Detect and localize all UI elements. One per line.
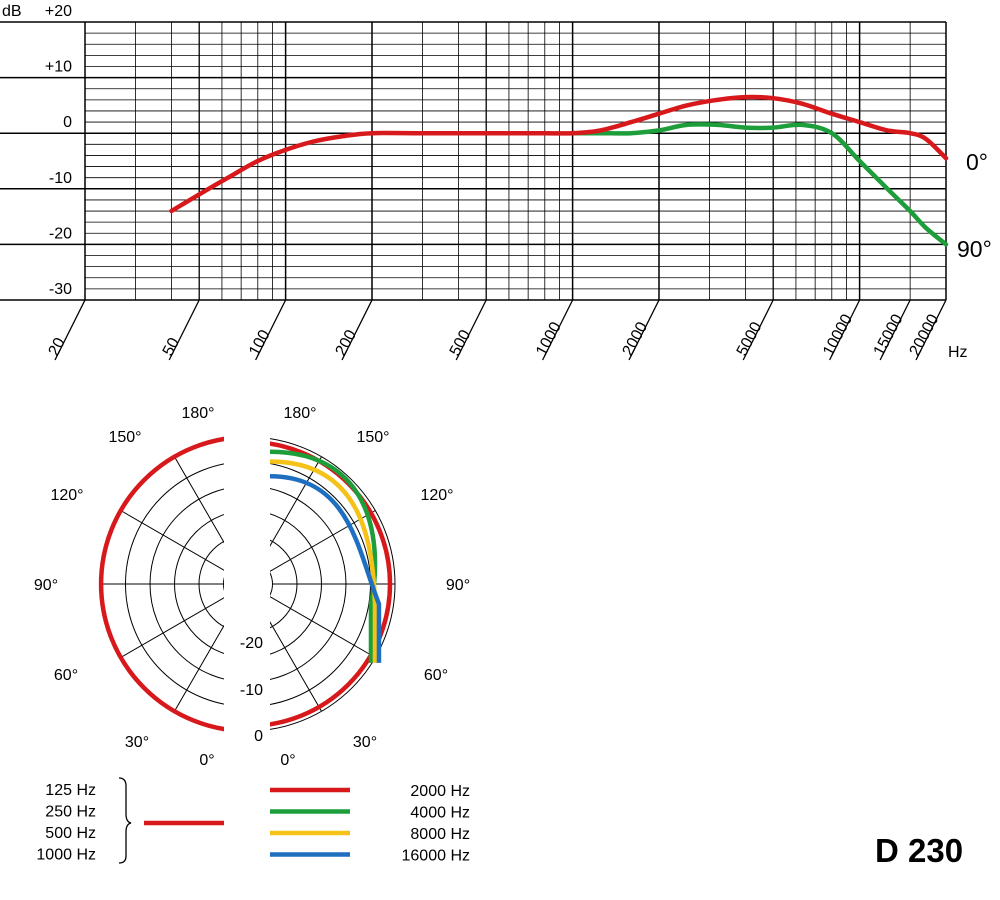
x-tick-label: 2000 [620,319,652,358]
frequency-response-x-labels: 20 50 100 200 500 1000 2000 5000 10000 15000 20000… [46,299,968,361]
x-tick-label: 50 [160,335,183,359]
y-tick-label: -30 [49,281,72,298]
y-tick-label: -20 [49,225,72,242]
frequency-response-y-labels: dB +20 +10 0 -10 -20 -30 [2,3,72,298]
polar-angle-label-right: 0° [280,752,295,769]
polar-angle-label-right: 120° [420,487,453,504]
polar-angle-label-left: 0° [199,752,214,769]
polar-angle-label-left: 180° [181,405,214,422]
polar-spoke [120,597,224,658]
x-tick-mark [915,299,947,361]
polar-labels: 180° 150° 120° 90° 60° 30° 0° 180° 150° 120° 90° 60… [34,405,470,769]
x-tick-mark [168,299,200,361]
series-line-90deg [570,122,949,247]
x-tick-mark [54,299,86,361]
legend-label-right: 16000 Hz [402,848,471,865]
x-tick-mark [742,299,774,361]
y-axis-label: dB [2,3,22,20]
polar-angle-label-right: 180° [283,405,316,422]
x-tick-mark [255,299,287,361]
polar-curve-low-freq [98,436,224,732]
polar-series-left [98,436,224,732]
polar-spoke [270,621,322,712]
y-tick-label: -10 [49,170,72,187]
polar-series-right [270,449,378,663]
y-tick-label: +10 [45,59,72,76]
polar-angle-label-left: 90° [34,577,58,594]
polar-spoke [120,510,224,571]
y-tick-label: 0 [63,114,72,131]
polar-series [98,436,393,732]
polar-core [236,572,260,596]
polar-spoke [174,624,224,712]
x-tick-label: 15000 [871,312,907,359]
polar-curve-16000hz [270,473,382,663]
polar-curve-4000hz [270,449,378,663]
legend-label-right: 2000 Hz [410,783,470,800]
x-axis-label: Hz [948,344,968,361]
legend-label-left: 1000 Hz [36,847,96,864]
x-tick-mark [542,299,574,361]
x-tick-label: 1000 [533,319,565,358]
legend-label-right: 8000 Hz [410,826,470,843]
frequency-response-grid [0,21,947,301]
legend-label-left: 125 Hz [45,782,96,799]
x-tick-label: 20000 [907,312,943,359]
polar-angle-label-right: 30° [353,734,377,751]
polar-spoke [270,510,376,572]
x-tick-label: 5000 [734,319,766,358]
x-tick-mark [628,299,660,361]
polar-series-right [270,473,382,663]
polar-legend: 125 Hz 250 Hz 500 Hz 1000 Hz 2000 Hz 4000 Hz 8… [36,777,471,865]
polar-radial-label: -10 [240,682,263,699]
polar-angle-label-left: 60° [54,667,78,684]
legend-brace [118,777,132,864]
polar-angle-label-right: 150° [356,429,389,446]
polar-spoke [270,596,376,658]
legend-label-right: 4000 Hz [410,805,470,822]
series-line-0deg [169,94,949,214]
series-label-90deg: 90° [957,236,992,262]
model-label: D 230 [875,832,964,869]
polar-angle-label-left: 120° [50,487,83,504]
x-tick-mark [341,299,373,361]
legend-label-left: 500 Hz [45,825,96,842]
x-tick-label: 10000 [820,312,856,359]
polar-angle-label-left: 30° [125,734,149,751]
x-tick-mark [879,299,911,361]
polar-spoke [270,456,322,547]
x-tick-label: 20 [46,335,69,359]
polar-spoke [174,456,224,544]
x-tick-mark [455,299,487,361]
y-tick-label: +20 [45,3,72,20]
legend-label-left: 250 Hz [45,804,96,821]
polar-angle-label-right: 90° [446,577,470,594]
series-label-0deg: 0° [966,149,988,175]
polar-radial-label: -20 [240,635,263,652]
x-tick-mark [829,299,861,361]
polar-radial-label: 0 [254,728,263,745]
polar-angle-label-left: 150° [108,429,141,446]
polar-angle-label-right: 60° [424,667,448,684]
frequency-response-series: 0° 90° [169,94,992,262]
